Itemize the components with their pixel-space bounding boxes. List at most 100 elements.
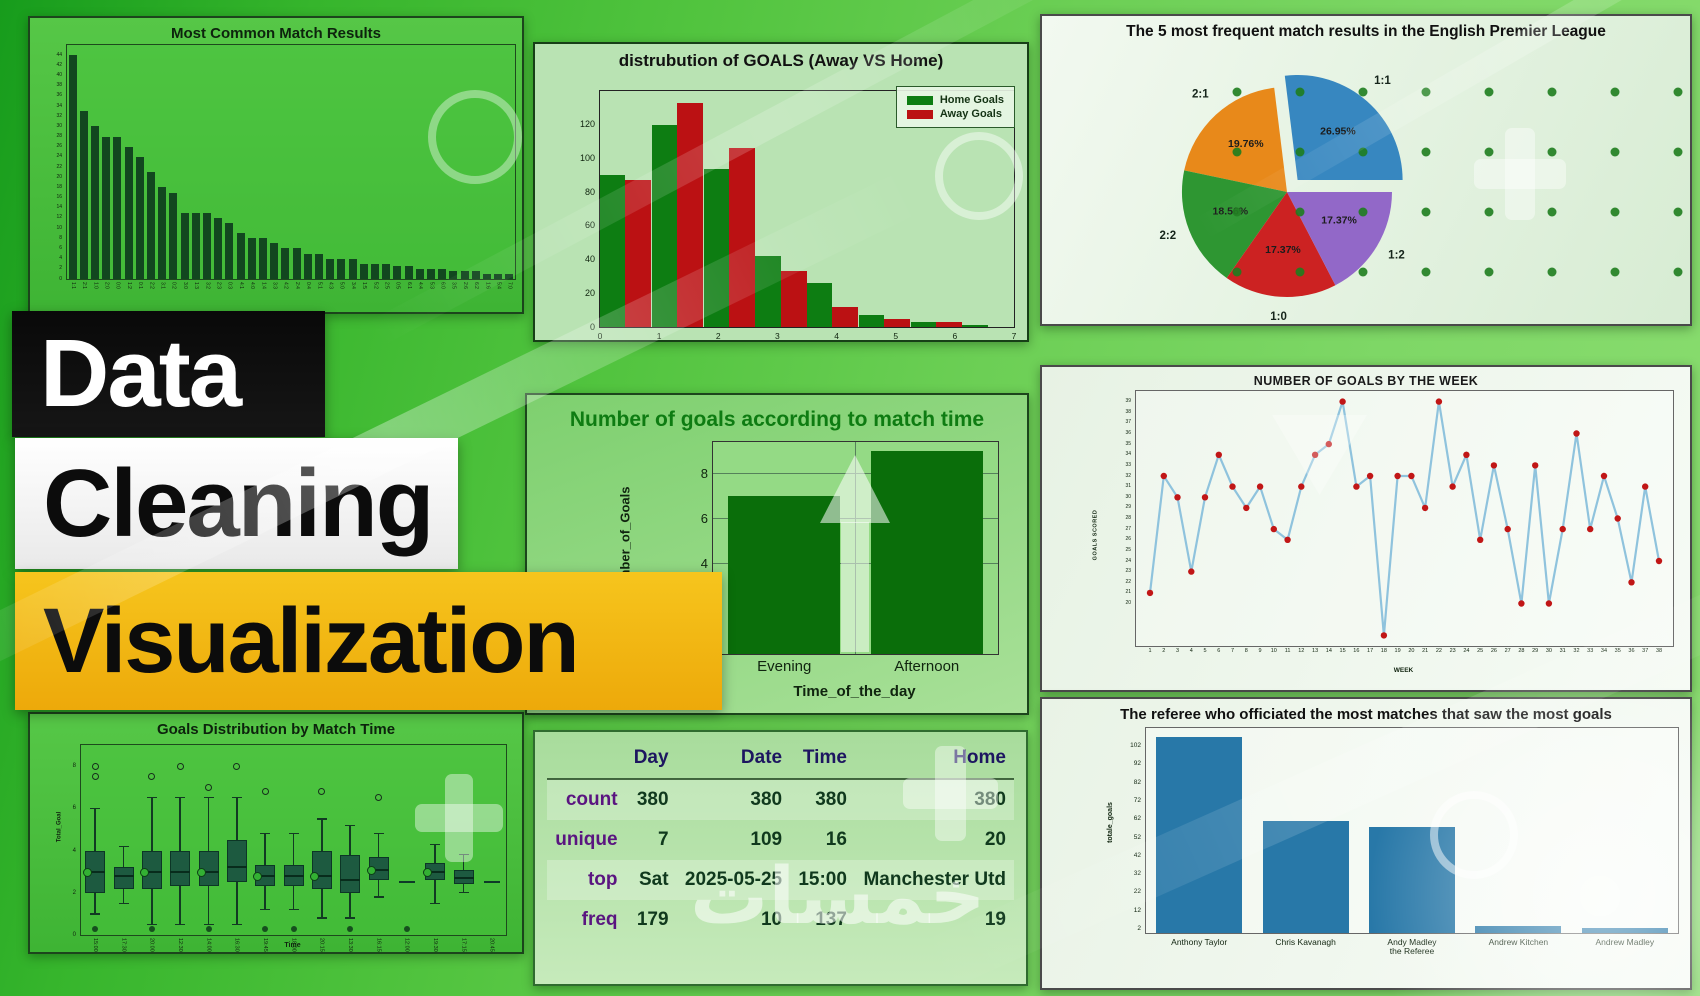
histogram-area: 0 20 40 60 80 100 120 0 1 2 3 4 5 6 7	[580, 90, 1016, 340]
data-point	[1380, 632, 1388, 639]
y-tick-label: 4	[72, 847, 76, 854]
x-tick-label: 1:3	[193, 282, 200, 289]
x-tick-label: 20:00	[148, 938, 155, 952]
pie-result-label: 2:1	[1192, 89, 1209, 101]
x-tick-label: 12:30	[176, 938, 183, 952]
table-cell: 19	[984, 909, 1006, 930]
bar	[191, 212, 200, 279]
x-tick-label: Afternoon	[894, 658, 960, 675]
dot-pattern-icon	[1610, 207, 1620, 217]
y-tick-label: 42	[56, 61, 62, 68]
outlier-circle-icon	[375, 794, 382, 802]
x-tick-label: 0:1	[137, 282, 144, 289]
box-cap	[430, 843, 441, 845]
data-point	[1545, 600, 1553, 607]
x-tick-label: 21	[1422, 648, 1429, 654]
banner-visualization: Visualization	[15, 572, 722, 710]
x-tick-label: 3:0	[181, 282, 188, 289]
box-median-dash	[398, 881, 415, 884]
box-median	[368, 868, 389, 871]
box-median	[425, 870, 446, 873]
dot-pattern-icon	[1484, 267, 1494, 277]
bar	[359, 263, 368, 279]
boxplot-area: 0 2 4 6 8 15:00 17:30 20:00 12:30 14:00 16:30 19:45…	[73, 744, 507, 952]
x-tick-label: 5:2	[372, 282, 379, 289]
x-tick-label: 6:2	[473, 282, 480, 289]
x-tick-label: 35	[1614, 648, 1621, 654]
bar	[348, 258, 357, 279]
y-tick-label: 35	[1125, 440, 1131, 447]
x-tick-label: 15	[1339, 648, 1346, 654]
chart-title: Most Common Match Results	[170, 25, 381, 42]
box-cap	[231, 923, 242, 926]
bar	[326, 258, 335, 279]
y-tick-label: 100	[579, 152, 595, 163]
x-tick-label: Andrew Kitchen	[1488, 937, 1549, 947]
y-tick-label: 23	[1125, 568, 1131, 575]
x-tick-label: 23	[1449, 648, 1456, 654]
x-tick-label: 29	[1532, 648, 1539, 654]
table-cell: 10	[760, 909, 783, 930]
line-chart-svg	[1146, 398, 1663, 639]
y-tick-label: 26	[56, 143, 62, 150]
bar	[438, 268, 447, 279]
box-median	[198, 870, 219, 873]
y-tick-label: 2	[59, 265, 62, 272]
panel-referee-most-goals: The referee who officiated the most matc…	[1040, 697, 1692, 990]
watermark-plus-icon	[415, 774, 503, 862]
table-cell: 179	[636, 909, 669, 930]
x-tick-label: 1	[1148, 648, 1152, 654]
bar	[147, 172, 155, 279]
box-cap	[345, 824, 356, 826]
dot-pattern-icon	[1358, 87, 1368, 97]
dot-pattern-icon	[1673, 147, 1683, 157]
y-tick-label: 4	[700, 556, 708, 572]
pie-result-label: 1:2	[1388, 249, 1405, 261]
box-cap	[90, 913, 101, 915]
bar	[471, 271, 480, 279]
home-goals-swatch-icon	[906, 95, 933, 105]
pie-slice-1:1	[1284, 75, 1403, 180]
dot-pattern-icon	[1673, 267, 1683, 277]
box-cap	[231, 797, 242, 799]
x-tick-label: 37	[1642, 648, 1649, 654]
x-tick-label: 20	[1408, 648, 1415, 654]
x-tick-label: 5:4	[495, 282, 502, 289]
table-cell: 15:00	[798, 869, 847, 890]
x-tick-label: 18	[1380, 648, 1387, 654]
chart-title: The 5 most frequent match results in the…	[1126, 23, 1606, 40]
y-tick-label: 6	[59, 244, 62, 251]
bar	[236, 233, 245, 279]
x-tick-label: Chris Kavanagh	[1275, 937, 1336, 947]
x-tick-label: 7	[1231, 648, 1235, 654]
box-cap	[316, 818, 327, 820]
table-row-count: count 380 380 380 380	[547, 779, 1014, 820]
data-point	[1518, 600, 1525, 607]
y-tick-label: 20	[584, 287, 595, 298]
data-point	[1188, 568, 1195, 575]
data-point	[1532, 462, 1539, 469]
outlier-dot-icon	[92, 925, 99, 932]
data-point	[1174, 494, 1181, 501]
bar	[449, 271, 458, 279]
outlier-circle-icon	[261, 787, 269, 795]
dot-pattern-icon	[1547, 207, 1557, 217]
x-tick-label: 1	[656, 331, 662, 341]
y-tick-label: 33	[1125, 461, 1131, 468]
bar	[1262, 821, 1349, 933]
bar	[483, 273, 491, 279]
x-tick-label: 3:3	[271, 282, 278, 289]
data-point	[1504, 525, 1511, 533]
outlier-circle-icon	[148, 773, 156, 781]
y-tick-label: 0	[589, 321, 595, 332]
box-body	[170, 850, 191, 887]
mean-dot-icon	[366, 866, 376, 876]
x-tick-label: 1:6	[484, 282, 491, 289]
x-tick-label: 28	[1518, 648, 1525, 654]
bar	[292, 248, 301, 279]
y-tick-label: 20	[56, 173, 62, 180]
box-median	[141, 870, 162, 873]
data-point	[1642, 483, 1649, 490]
y-tick-label: 22	[1133, 888, 1141, 896]
